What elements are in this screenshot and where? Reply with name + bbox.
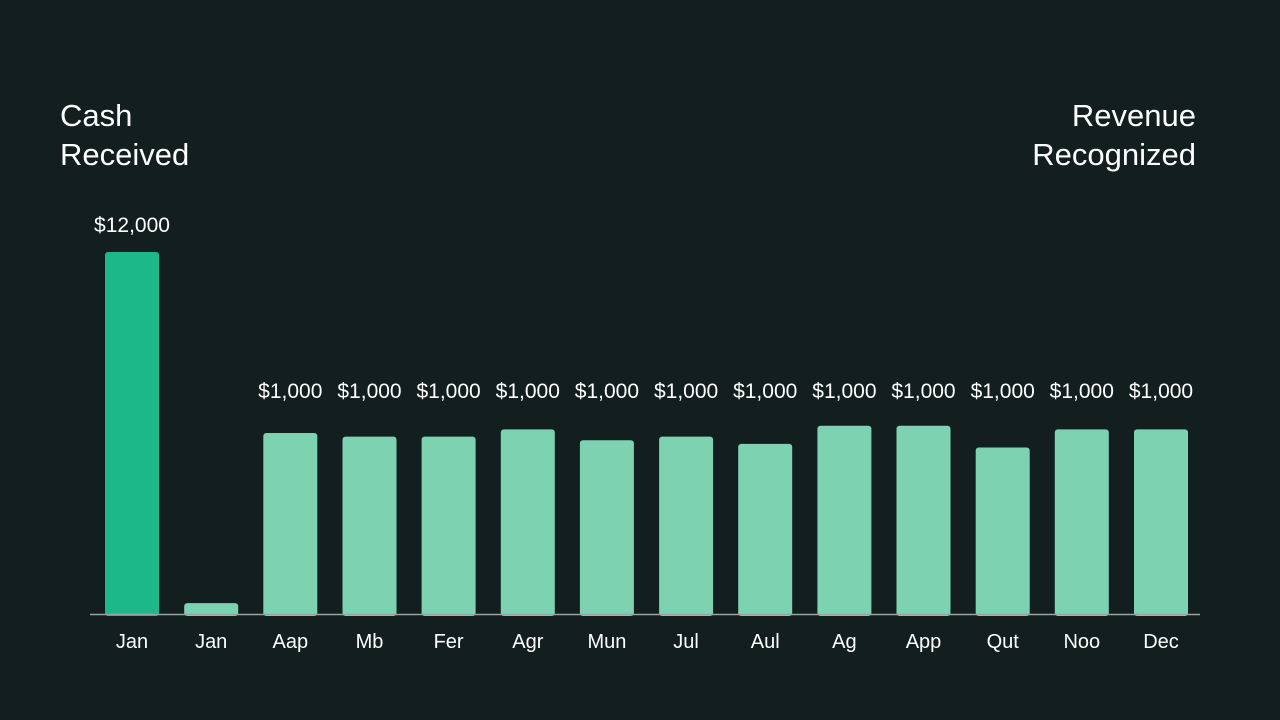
- x-tick-label-4: Fer: [434, 631, 464, 653]
- value-label-4: $1,000: [416, 380, 480, 403]
- value-label-5: $1,000: [496, 380, 560, 403]
- value-label-10: $1,000: [891, 380, 955, 403]
- bar-6: [579, 440, 634, 616]
- bar-11: [975, 447, 1030, 616]
- value-labels-group: $12,000 $1,000 $1,000 $1,000 $1,000 $1,000 $1,…: [94, 214, 1193, 403]
- bars-group: [105, 252, 1188, 616]
- x-tick-label-0: Jan: [116, 631, 148, 653]
- value-label-3: $1,000: [337, 380, 401, 403]
- value-label-2: $1,000: [258, 380, 322, 403]
- bar-5: [500, 429, 555, 616]
- x-tick-labels-group: Jan Jan Aap Mb Fer Agr Mun Jul Aul Ag App Qut Noo Dec: [116, 631, 1179, 653]
- revenue-recognized-heading: Revenue Recognized: [1032, 98, 1196, 172]
- value-label-12: $1,000: [1050, 380, 1114, 403]
- bar-9: [817, 425, 872, 616]
- x-tick-label-12: Noo: [1063, 631, 1100, 653]
- x-tick-label-5: Agr: [512, 631, 543, 653]
- x-tick-label-3: Mb: [356, 631, 384, 653]
- x-tick-label-11: Qut: [987, 631, 1020, 653]
- x-tick-label-8: Aul: [751, 631, 780, 653]
- bar-7: [659, 436, 714, 616]
- bar-3: [342, 436, 397, 616]
- x-tick-label-13: Dec: [1143, 631, 1179, 653]
- bar-4: [421, 436, 476, 616]
- value-label-6: $1,000: [575, 380, 639, 403]
- value-label-11: $1,000: [971, 380, 1035, 403]
- x-tick-label-7: Jul: [673, 631, 699, 653]
- cash-received-heading: Cash Received: [60, 98, 190, 172]
- value-label-7: $1,000: [654, 380, 718, 403]
- value-label-0: $12,000: [94, 214, 170, 237]
- bar-12: [1054, 429, 1109, 616]
- bar-2: [263, 433, 318, 616]
- x-tick-label-10: App: [906, 631, 942, 653]
- bar-8: [738, 443, 793, 616]
- x-tick-label-2: Aap: [273, 631, 309, 653]
- x-tick-label-1: Jan: [195, 631, 227, 653]
- bar-1: [184, 603, 239, 616]
- x-tick-label-9: Ag: [832, 631, 856, 653]
- x-tick-label-6: Mun: [587, 631, 626, 653]
- value-label-9: $1,000: [812, 380, 876, 403]
- value-label-8: $1,000: [733, 380, 797, 403]
- bar-0: [105, 252, 159, 616]
- bar-10: [896, 425, 951, 616]
- value-label-13: $1,000: [1129, 380, 1193, 403]
- bar-13: [1134, 429, 1188, 616]
